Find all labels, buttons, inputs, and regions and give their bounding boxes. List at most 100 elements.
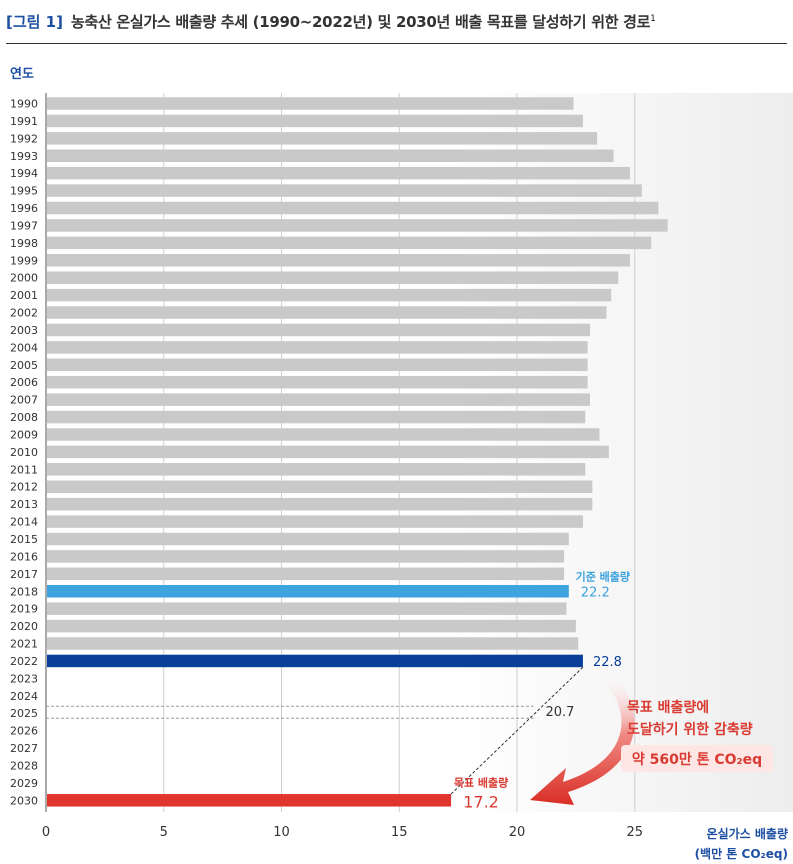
footnote-marker: 1 [650, 14, 656, 24]
y-tick-label: 2013 [10, 498, 38, 511]
bar-2000 [47, 271, 619, 284]
y-tick-label: 2004 [10, 341, 38, 354]
annotation-line1: 목표 배출량에 [627, 699, 709, 716]
figure-title: 농축산 온실가스 배출량 추세 (1990~2022년) 및 2030년 배출 … [70, 13, 651, 31]
path-point-value: 20.7 [545, 705, 574, 720]
bar-2002 [47, 306, 607, 319]
y-tick-label: 2019 [10, 603, 38, 616]
target-emission-value: 17.2 [463, 792, 499, 811]
x-axis-label-line2: (백만 톤 CO₂eq) [695, 846, 788, 861]
bar-2014 [47, 515, 583, 528]
y-tick-label: 1995 [10, 185, 38, 198]
y-tick-label: 2016 [10, 550, 38, 563]
y-tick-label: 2027 [10, 742, 38, 755]
bar-1999 [47, 254, 631, 267]
bar-2009 [47, 428, 600, 441]
bar-1997 [47, 219, 668, 232]
x-tick-label: 25 [626, 825, 643, 840]
y-tick-label: 1998 [10, 237, 38, 250]
bar-2020 [47, 619, 576, 633]
bar-1993 [47, 149, 614, 163]
bar-2019 [47, 602, 567, 615]
x-tick-label: 10 [273, 825, 290, 840]
bar-2030 [47, 794, 452, 807]
current-emission-value: 22.8 [593, 655, 622, 670]
bar-2007 [47, 393, 591, 406]
y-tick-label: 2024 [10, 690, 38, 703]
y-axis-label: 연도 [10, 67, 34, 82]
base-emission-value: 22.2 [581, 585, 610, 600]
y-tick-label: 2028 [10, 759, 38, 772]
figure-header: [그림 1] 농축산 온실가스 배출량 추세 (1990~2022년) 및 203… [6, 6, 787, 34]
annotation-line2: 도달하기 위한 감축량 [627, 721, 753, 738]
y-tick-label: 2010 [10, 446, 38, 459]
y-tick-label: 2017 [10, 568, 38, 581]
y-tick-label: 2000 [10, 272, 38, 285]
y-tick-label: 2026 [10, 725, 38, 738]
y-tick-label: 2022 [10, 655, 38, 668]
y-tick-label: 1997 [10, 219, 38, 232]
y-tick-label: 2008 [10, 411, 38, 424]
bar-2017 [47, 567, 565, 581]
figure-number: [그림 1] [6, 13, 63, 31]
x-axis-label-line1: 온실가스 배출량 [707, 826, 788, 841]
y-tick-label: 1993 [10, 150, 38, 163]
bar-2005 [47, 358, 588, 372]
y-tick-label: 2006 [10, 376, 38, 389]
y-tick-label: 1990 [10, 98, 38, 111]
y-tick-label: 2009 [10, 428, 38, 441]
reduction-amount-badge [621, 745, 773, 772]
bar-2016 [47, 550, 565, 563]
y-tick-label: 2007 [10, 394, 38, 407]
bar-2022 [47, 654, 583, 668]
y-tick-label: 2005 [10, 359, 38, 372]
bar-2003 [47, 323, 591, 337]
bar-2006 [47, 375, 588, 389]
reduction-amount-text: 약 560만 톤 CO₂eq [632, 751, 762, 768]
x-tick-label: 20 [509, 825, 526, 840]
reduction-path-line [450, 666, 584, 795]
bar-2008 [47, 410, 586, 424]
bar-1991 [47, 114, 583, 128]
target-emission-label: 목표 배출량 [454, 775, 508, 789]
y-tick-label: 2014 [10, 516, 38, 529]
y-tick-label: 2025 [10, 707, 38, 720]
y-tick-label: 2030 [10, 794, 38, 807]
base-emission-label: 기준 배출량 [576, 569, 630, 583]
y-tick-label: 2021 [10, 638, 38, 651]
bar-1996 [47, 201, 659, 215]
bar-2018 [47, 585, 569, 598]
y-tick-label: 2015 [10, 533, 38, 546]
bar-2001 [47, 288, 612, 302]
bar-2004 [47, 341, 588, 354]
y-tick-label: 2029 [10, 777, 38, 790]
bar-2011 [47, 463, 586, 476]
y-tick-label: 2018 [10, 585, 38, 598]
bar-2021 [47, 637, 579, 650]
y-tick-label: 2003 [10, 324, 38, 337]
bar-1995 [47, 184, 642, 197]
y-tick-label: 2023 [10, 672, 38, 685]
reduction-arrow [530, 675, 635, 805]
x-tick-label: 5 [160, 825, 168, 840]
y-tick-label: 1994 [10, 167, 38, 180]
y-tick-label: 1999 [10, 254, 38, 267]
bar-2013 [47, 497, 593, 511]
bar-2010 [47, 445, 609, 459]
header-rule [6, 43, 787, 44]
y-tick-label: 2012 [10, 481, 38, 494]
x-tick-label: 0 [42, 825, 50, 840]
bar-1994 [47, 166, 631, 180]
bar-1998 [47, 236, 652, 250]
y-tick-label: 1992 [10, 132, 38, 145]
y-tick-label: 2001 [10, 289, 38, 302]
bar-1990 [47, 97, 574, 110]
y-tick-label: 2002 [10, 307, 38, 320]
bar-1992 [47, 132, 598, 145]
bar-2015 [47, 532, 569, 546]
y-tick-label: 2020 [10, 620, 38, 633]
y-tick-label: 2011 [10, 463, 38, 476]
y-tick-label: 1996 [10, 202, 38, 215]
bar-2012 [47, 480, 593, 493]
